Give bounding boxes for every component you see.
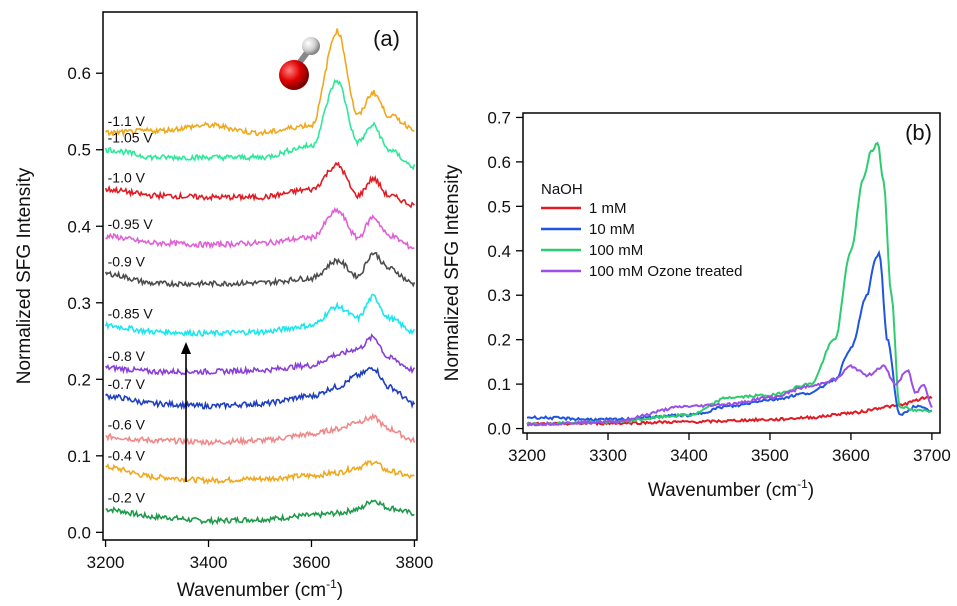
trace-label-4: -0.8 V [108,348,146,364]
trace-label-9: -1.05 V [108,130,154,146]
y-tick-label-1: 0.1 [487,375,511,394]
y-tick-label-5: 0.5 [67,141,91,160]
series-line-9 [104,78,416,171]
x-tick-label-0: 3200 [508,446,546,465]
trace-label-5: -0.85 V [108,306,154,322]
series-line-5 [104,293,416,338]
y-tick-label-6: 0.6 [487,153,511,172]
series-line-2 [105,412,416,447]
series-line-1 [105,460,415,485]
panel-b-y-ticks: 0.0 0.1 0.2 0.3 0.4 0.5 0.6 0.7 [487,108,523,439]
y-tick-label-1: 0.1 [67,447,91,466]
panel-a-label: (a) [373,26,400,51]
panel-b-legend: NaOH 1 mM 10 mM 100 mM 100 mM Ozone treated [541,181,742,280]
trace-label-10: -1.1 V [108,113,146,129]
y-tick-label-2: 0.2 [487,331,511,350]
y-tick-label-7: 0.7 [487,108,511,127]
panel-a: -0.2 V -0.4 V -0.6 V -0.7 V -0.8 V -0.85 V -0.… [14,11,434,601]
y-tick-label-0: 0.0 [67,523,91,542]
panel-a-trace-labels: -0.2 V -0.4 V -0.6 V -0.7 V -0.8 V -0.85 V -0.… [108,113,154,505]
panel-a-x-ticks: 3200 3400 3600 3800 [87,540,434,572]
x-tick-label-2: 3600 [293,553,331,572]
legend-label-2: 100 mM [589,242,643,259]
y-tick-label-4: 0.4 [67,217,91,236]
y-tick-label-2: 0.2 [67,370,91,389]
series-line-6 [104,251,416,289]
trace-label-1: -0.4 V [108,447,146,463]
trace-label-0: -0.2 V [108,489,146,505]
trace-label-6: -0.9 V [108,254,146,270]
y-tick-label-5: 0.5 [487,197,511,216]
x-tick-label-3: 3500 [751,446,789,465]
panel-b-x-axis-title: Wavenumber (cm-1) [648,477,814,501]
series-line-3 [105,366,416,411]
panel-b-plot-frame [522,112,941,434]
x-tick-label-2: 3400 [670,446,708,465]
panel-b-traces [526,141,933,427]
series-line-2 [526,141,933,426]
legend-label-3: 100 mM Ozone treated [589,263,742,280]
series-line-3 [526,363,933,427]
trace-label-2: -0.6 V [108,417,146,433]
panel-a-traces [104,28,416,526]
panel-b: 3200 3300 3400 3500 3600 3700 0.0 0.1 0.2 0.3 0.4… [442,108,951,501]
trace-label-3: -0.7 V [108,376,146,392]
series-line-7 [105,206,415,250]
legend-label-0: 1 mM [589,200,627,217]
panel-a-plot-frame [102,11,418,541]
x-tick-label-5: 3700 [913,446,951,465]
panel-b-x-ticks: 3200 3300 3400 3500 3600 3700 [508,433,951,465]
legend-title: NaOH [541,181,583,198]
series-line-4 [104,333,416,377]
trace-label-8: -1.0 V [108,170,146,186]
y-tick-label-6: 0.6 [67,64,91,83]
series-line-8 [104,161,415,209]
series-line-0 [105,499,415,526]
x-tick-label-3: 3800 [396,553,434,572]
x-tick-label-1: 3300 [589,446,627,465]
y-tick-label-4: 0.4 [487,242,511,261]
legend-label-1: 10 mM [589,221,635,238]
trace-label-7: -0.95 V [108,216,154,232]
y-tick-label-0: 0.0 [487,420,511,439]
panel-a-y-ticks: 0.0 0.1 0.2 0.3 0.4 0.5 0.6 [67,64,103,542]
panel-a-x-axis-title: Wavenumber (cm-1) [177,577,343,601]
hydroxide-molecule-icon [279,37,320,90]
series-line-10 [104,28,415,138]
x-tick-label-1: 3400 [190,553,228,572]
panel-b-label: (b) [905,120,932,145]
x-tick-label-0: 3200 [87,553,125,572]
y-tick-label-3: 0.3 [487,286,511,305]
increase-arrow [181,342,191,482]
panel-a-y-axis-title: Normalized SFG Intensity [14,167,35,384]
series-line-1 [526,249,933,423]
panel-b-y-axis-title: Normalized SFG Intensity [442,164,463,381]
y-tick-label-3: 0.3 [67,294,91,313]
x-tick-label-4: 3600 [832,446,870,465]
